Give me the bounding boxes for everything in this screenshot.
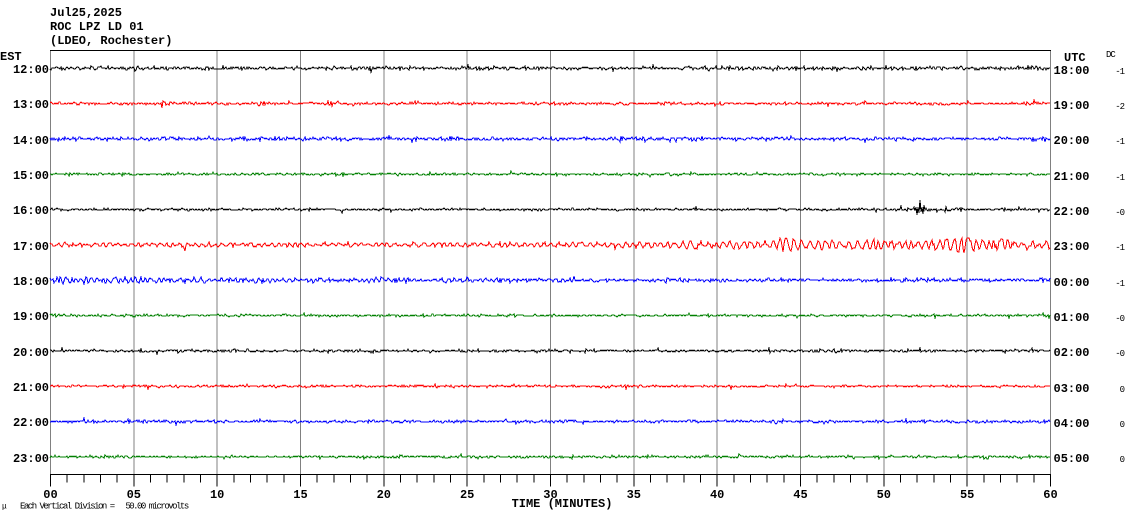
svg-text:55: 55: [960, 488, 974, 502]
svg-text:13:00: 13:00: [13, 98, 49, 112]
svg-text:18:00: 18:00: [13, 275, 49, 289]
svg-text:-0: -0: [1115, 208, 1124, 218]
svg-text:22:00: 22:00: [13, 416, 49, 430]
svg-text:15: 15: [293, 488, 307, 502]
svg-text:μ: μ: [2, 503, 7, 512]
svg-text:-0: -0: [1115, 349, 1124, 359]
svg-text:00:00: 00:00: [1054, 276, 1090, 290]
svg-text:04:00: 04:00: [1054, 417, 1090, 431]
svg-text:0: 0: [1120, 455, 1125, 465]
svg-text:35: 35: [627, 488, 641, 502]
svg-text:20:00: 20:00: [13, 346, 49, 360]
svg-text:25: 25: [460, 488, 474, 502]
svg-text:-1: -1: [1115, 279, 1124, 289]
svg-text:20:00: 20:00: [1054, 134, 1090, 148]
svg-text:(LDEO, Rochester): (LDEO, Rochester): [50, 34, 172, 48]
svg-text:20: 20: [377, 488, 391, 502]
svg-text:ROC LPZ LD 01: ROC LPZ LD 01: [50, 20, 144, 34]
svg-text:02:00: 02:00: [1054, 346, 1090, 360]
svg-text:EST: EST: [0, 50, 22, 64]
svg-text:03:00: 03:00: [1054, 382, 1090, 396]
svg-text:DC: DC: [1106, 50, 1116, 60]
svg-text:14:00: 14:00: [13, 134, 49, 148]
svg-text:19:00: 19:00: [13, 310, 49, 324]
svg-text:-1: -1: [1115, 243, 1124, 253]
svg-text:21:00: 21:00: [1054, 170, 1090, 184]
svg-text:05:00: 05:00: [1054, 452, 1090, 466]
svg-text:60: 60: [1043, 488, 1057, 502]
svg-text:15:00: 15:00: [13, 169, 49, 183]
svg-text:01:00: 01:00: [1054, 311, 1090, 325]
svg-text:22:00: 22:00: [1054, 205, 1090, 219]
svg-text:-1: -1: [1115, 67, 1124, 77]
svg-text:17:00: 17:00: [13, 240, 49, 254]
svg-text:TIME (MINUTES): TIME (MINUTES): [512, 497, 613, 511]
svg-text:23:00: 23:00: [1054, 240, 1090, 254]
svg-text:0: 0: [1120, 385, 1125, 395]
svg-text:0: 0: [1120, 420, 1125, 430]
svg-text:-2: -2: [1115, 102, 1124, 112]
svg-text:-1: -1: [1115, 137, 1124, 147]
svg-text:-1: -1: [1115, 173, 1124, 183]
svg-text:45: 45: [793, 488, 807, 502]
svg-text:21:00: 21:00: [13, 381, 49, 395]
svg-text:00: 00: [43, 488, 57, 502]
svg-text:-0: -0: [1115, 314, 1124, 324]
svg-text:12:00: 12:00: [13, 63, 49, 77]
svg-text:18:00: 18:00: [1054, 64, 1090, 78]
svg-text:19:00: 19:00: [1054, 99, 1090, 113]
svg-text:30: 30: [543, 488, 557, 502]
svg-text:16:00: 16:00: [13, 204, 49, 218]
svg-text:Jul25,2025: Jul25,2025: [50, 6, 122, 20]
svg-text:05: 05: [127, 488, 141, 502]
svg-text:50: 50: [877, 488, 891, 502]
svg-text:10: 10: [210, 488, 224, 502]
svg-text:Each Vertical Division = 50.: Each Vertical Division = 50.00 microvolt…: [20, 502, 189, 512]
svg-text:23:00: 23:00: [13, 452, 49, 466]
svg-text:40: 40: [710, 488, 724, 502]
svg-text:UTC: UTC: [1064, 51, 1086, 65]
